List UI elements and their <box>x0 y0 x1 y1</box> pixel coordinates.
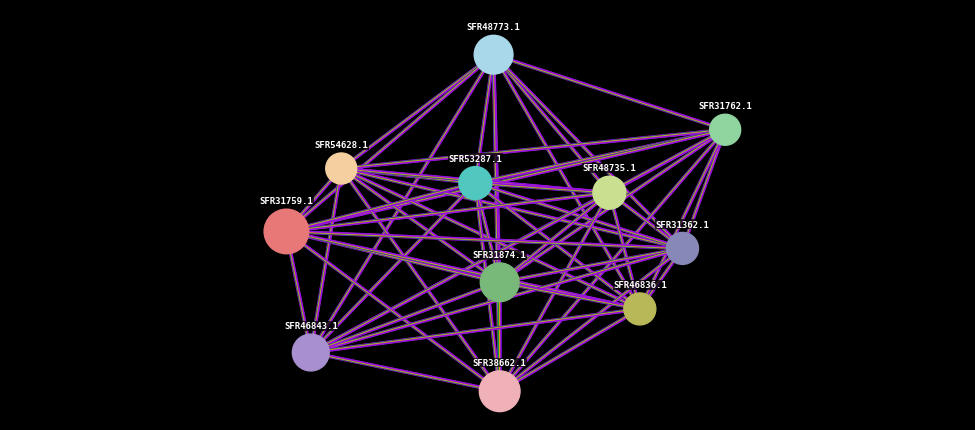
Text: SFR38662.1: SFR38662.1 <box>473 358 526 367</box>
Ellipse shape <box>264 210 309 254</box>
Ellipse shape <box>624 293 656 325</box>
Ellipse shape <box>481 263 519 302</box>
Ellipse shape <box>326 154 357 184</box>
Text: SFR54628.1: SFR54628.1 <box>314 141 369 150</box>
Ellipse shape <box>474 36 513 75</box>
Text: SFR48773.1: SFR48773.1 <box>467 23 521 32</box>
Text: SFR31874.1: SFR31874.1 <box>473 250 526 259</box>
Ellipse shape <box>667 233 698 265</box>
Text: SFR31362.1: SFR31362.1 <box>655 220 710 229</box>
Text: SFR48735.1: SFR48735.1 <box>582 164 637 173</box>
Ellipse shape <box>292 335 330 371</box>
Text: SFR53287.1: SFR53287.1 <box>448 154 502 163</box>
Text: SFR46836.1: SFR46836.1 <box>613 280 667 289</box>
Ellipse shape <box>480 371 520 412</box>
Text: SFR31759.1: SFR31759.1 <box>259 197 313 206</box>
Ellipse shape <box>459 167 491 200</box>
Ellipse shape <box>593 177 626 210</box>
Text: SFR31762.1: SFR31762.1 <box>698 102 752 111</box>
Text: SFR46843.1: SFR46843.1 <box>284 322 337 331</box>
Ellipse shape <box>710 115 741 146</box>
